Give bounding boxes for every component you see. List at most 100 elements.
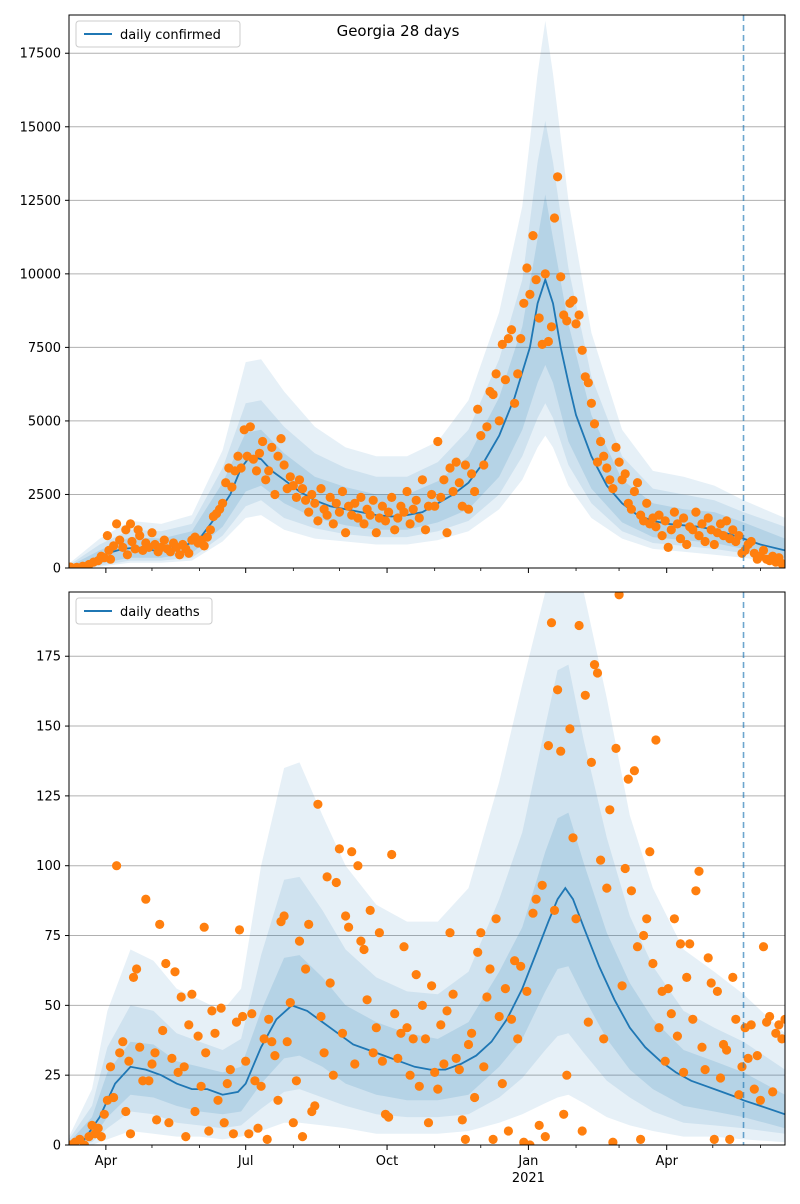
data-point xyxy=(626,886,637,896)
data-point xyxy=(470,1092,480,1103)
data-point xyxy=(244,1129,254,1139)
data-point xyxy=(313,516,323,526)
data-point xyxy=(433,436,443,447)
data-point xyxy=(463,504,474,514)
data-point xyxy=(273,1095,283,1105)
y-tick-label: 5000 xyxy=(28,414,61,429)
data-point xyxy=(623,774,633,784)
data-point xyxy=(737,1062,747,1072)
data-point xyxy=(152,1115,162,1125)
data-point xyxy=(247,1009,257,1019)
data-point xyxy=(528,231,538,241)
y-tick-label: 175 xyxy=(36,650,61,665)
data-point xyxy=(250,1076,260,1086)
data-point xyxy=(259,1034,269,1044)
data-point xyxy=(288,481,298,491)
data-point xyxy=(331,877,341,888)
data-point xyxy=(347,847,357,857)
data-point xyxy=(531,275,541,285)
data-point xyxy=(390,1009,400,1019)
data-point xyxy=(241,1056,251,1066)
data-point xyxy=(657,531,667,541)
data-point xyxy=(768,1087,778,1097)
data-point xyxy=(216,1003,226,1013)
data-point xyxy=(179,1062,189,1072)
data-point xyxy=(608,484,618,494)
uncertainty-band xyxy=(69,664,785,1145)
data-point xyxy=(218,498,228,508)
data-point xyxy=(408,1034,418,1044)
data-point xyxy=(516,961,526,971)
axes-frame xyxy=(68,591,786,1146)
data-point xyxy=(371,1023,381,1033)
data-point xyxy=(531,894,541,904)
data-point xyxy=(758,942,769,952)
data-point xyxy=(297,484,308,494)
data-point xyxy=(147,1059,157,1069)
data-point xyxy=(439,1059,449,1069)
data-point xyxy=(184,548,194,558)
data-point xyxy=(617,981,627,991)
data-point xyxy=(270,489,280,500)
data-point xyxy=(96,1132,106,1142)
data-point xyxy=(639,930,649,941)
data-point xyxy=(261,475,271,485)
data-point xyxy=(660,516,670,526)
data-point xyxy=(629,486,640,497)
plot-area xyxy=(69,592,785,1145)
data-point xyxy=(577,1126,587,1136)
data-point xyxy=(227,482,237,492)
data-point xyxy=(399,507,409,517)
legend-label: daily confirmed xyxy=(120,28,221,43)
data-point xyxy=(645,847,655,857)
data-point xyxy=(660,1056,670,1066)
data-point xyxy=(758,545,769,556)
data-point xyxy=(553,685,563,695)
data-point xyxy=(697,1042,707,1052)
data-point xyxy=(328,1070,338,1080)
data-point xyxy=(267,442,277,452)
data-point xyxy=(540,1132,550,1142)
x-tick-label: Jul xyxy=(237,1154,254,1169)
data-point xyxy=(599,451,609,461)
data-point xyxy=(743,1053,753,1063)
data-point xyxy=(460,1134,470,1144)
data-point xyxy=(368,495,378,505)
data-point xyxy=(556,746,566,756)
data-point xyxy=(451,1053,461,1063)
data-point xyxy=(669,914,680,924)
data-point xyxy=(368,1048,378,1058)
data-point xyxy=(439,475,449,485)
data-point xyxy=(774,1020,784,1030)
data-point xyxy=(313,799,323,809)
data-point xyxy=(568,833,578,843)
data-point xyxy=(476,431,486,441)
data-point xyxy=(549,905,560,916)
data-point xyxy=(543,336,554,347)
data-point xyxy=(513,369,523,379)
data-point xyxy=(408,504,418,514)
data-point xyxy=(442,528,452,538)
legend-label: daily deaths xyxy=(120,605,200,620)
data-point xyxy=(175,550,185,560)
data-point xyxy=(411,495,421,505)
data-point xyxy=(451,457,461,467)
data-point xyxy=(749,1084,759,1094)
data-point xyxy=(414,513,424,523)
data-point xyxy=(519,298,529,308)
data-point xyxy=(322,872,332,882)
data-point xyxy=(125,1129,136,1139)
data-point xyxy=(353,861,363,871)
data-point xyxy=(161,958,171,969)
data-point xyxy=(170,967,180,977)
data-point xyxy=(565,724,575,734)
data-point xyxy=(365,510,375,520)
data-point xyxy=(746,536,756,547)
data-point xyxy=(236,463,246,473)
data-point xyxy=(184,1020,194,1030)
data-point xyxy=(679,1067,689,1077)
data-point xyxy=(497,1079,507,1089)
data-point xyxy=(488,389,498,400)
data-point xyxy=(121,1106,131,1117)
data-point xyxy=(500,984,510,994)
